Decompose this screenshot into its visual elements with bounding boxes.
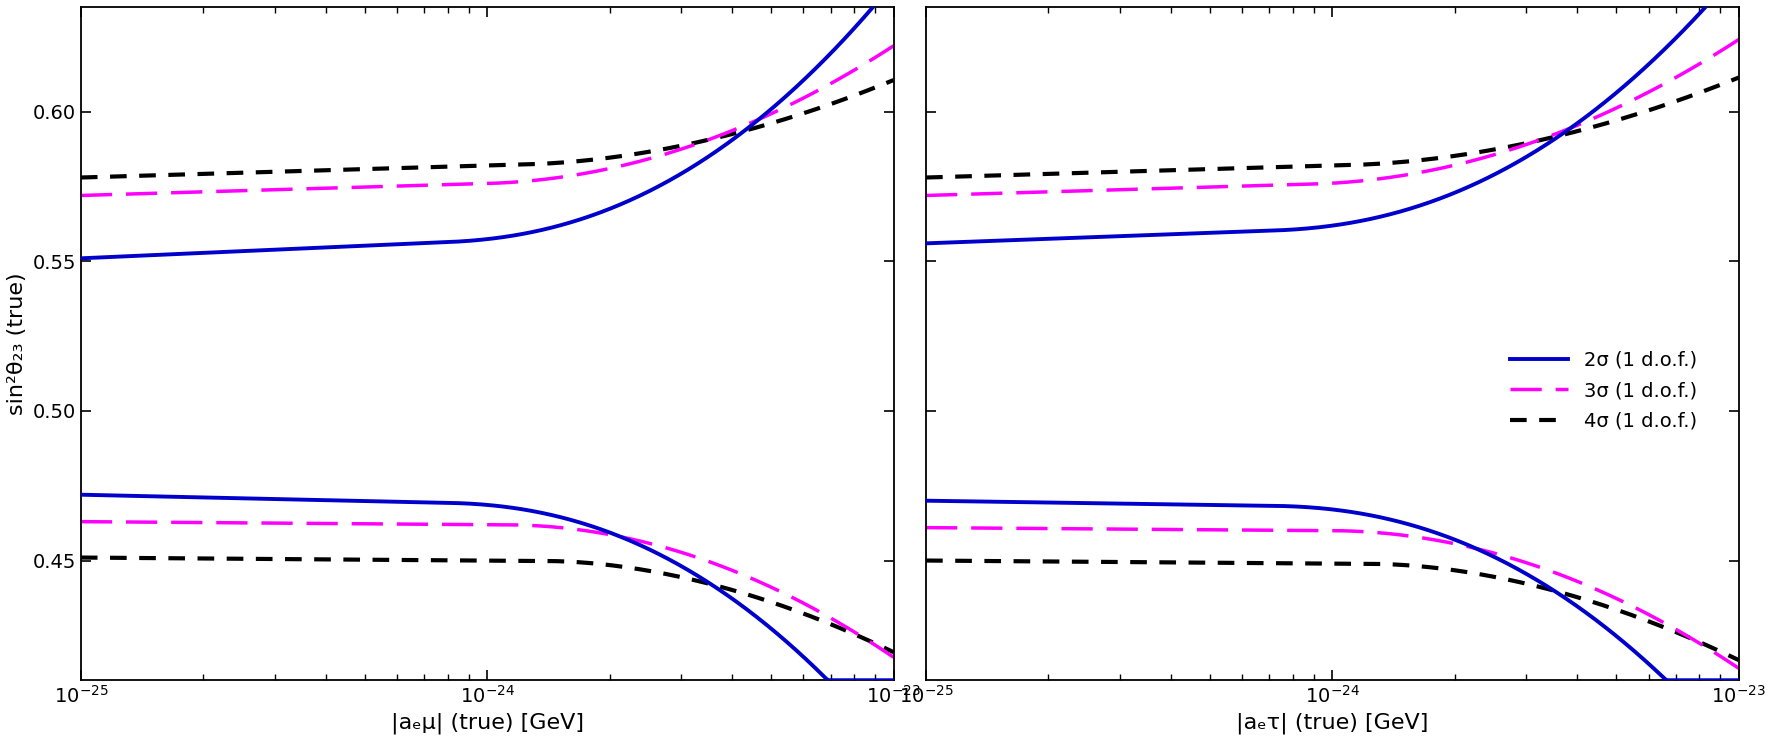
X-axis label: |aₑμ| (true) [GeV]: |aₑμ| (true) [GeV] [390,713,583,734]
X-axis label: |aₑτ| (true) [GeV]: |aₑτ| (true) [GeV] [1236,713,1429,734]
Y-axis label: sin²θ₂₃ (true): sin²θ₂₃ (true) [7,272,27,415]
Legend: 2σ (1 d.o.f.), 3σ (1 d.o.f.), 4σ (1 d.o.f.): 2σ (1 d.o.f.), 3σ (1 d.o.f.), 4σ (1 d.o.… [1502,343,1704,439]
